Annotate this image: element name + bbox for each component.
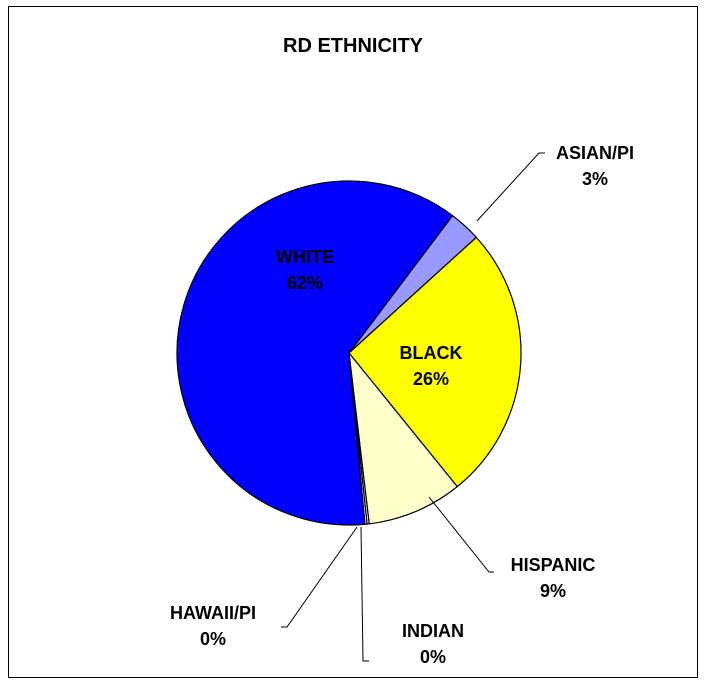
slice-label-hawaii-pi: HAWAII/PI	[170, 603, 256, 623]
pie-slice-white	[176, 180, 454, 526]
pie-slice-hispanic	[348, 351, 459, 525]
leader-line-hawaii-pi	[281, 526, 358, 628]
chart-frame: RD ETHNICITY WHITE 62% ASIAN/PI 3% BLACK 26% H…	[8, 6, 698, 678]
slice-percent-black: 26%	[413, 369, 449, 389]
pie-slice-black	[348, 236, 522, 488]
chart-title: RD ETHNICITY	[283, 35, 423, 57]
slice-label-white: WHITE	[276, 247, 334, 267]
leader-line-asian-pi	[476, 152, 545, 222]
slice-percent-asian-pi: 3%	[582, 169, 608, 189]
pie-chart: WHITE 62% ASIAN/PI 3% BLACK 26% HISPANIC 9% INDI…	[170, 143, 634, 667]
slice-percent-hispanic: 9%	[540, 581, 566, 601]
slice-percent-white: 62%	[287, 273, 323, 293]
leader-line-indian	[360, 526, 369, 662]
slice-label-hispanic: HISPANIC	[511, 555, 596, 575]
slice-percent-hawaii-pi: 0%	[200, 629, 226, 649]
slice-label-black: BLACK	[400, 343, 463, 363]
leader-line-hispanic	[428, 496, 494, 573]
slice-percent-indian: 0%	[420, 647, 446, 667]
slice-label-indian: INDIAN	[402, 621, 464, 641]
slice-label-asian-pi: ASIAN/PI	[556, 143, 634, 163]
